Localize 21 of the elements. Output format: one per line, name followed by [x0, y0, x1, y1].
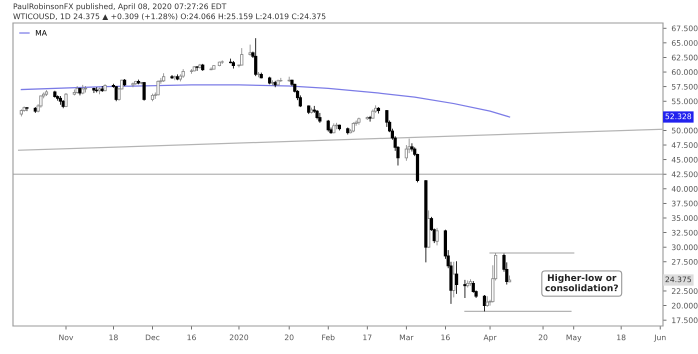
candlestick	[486, 296, 489, 308]
candlestick	[254, 38, 258, 77]
candlestick	[454, 260, 458, 294]
candlestick	[142, 82, 146, 102]
line-series	[20, 84, 510, 118]
candlestick	[156, 80, 160, 96]
candlestick	[64, 92, 68, 108]
candlestick	[326, 119, 330, 132]
candlestick	[84, 86, 88, 93]
candlestick	[318, 112, 322, 124]
candlestick	[435, 228, 439, 246]
candlestick	[315, 110, 319, 120]
candlestick	[240, 48, 244, 66]
candlestick	[248, 44, 252, 56]
candlestick	[452, 261, 456, 298]
candlestick	[332, 122, 336, 134]
candlestick	[114, 86, 118, 102]
candlestick	[81, 84, 84, 95]
candlestick	[39, 94, 43, 108]
candlestick	[352, 122, 355, 133]
annotation: Higher-low or consolidation?	[545, 274, 618, 292]
